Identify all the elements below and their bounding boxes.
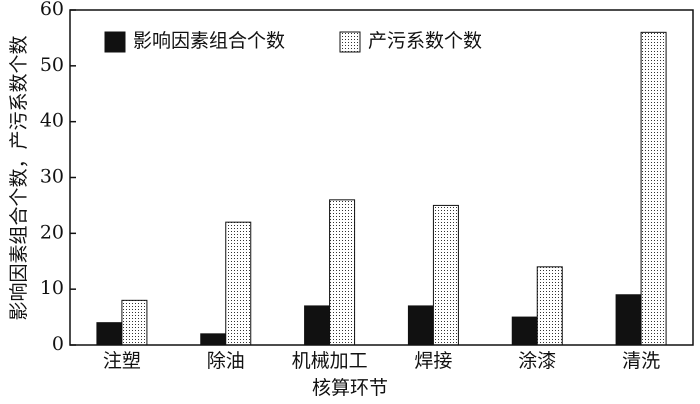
bar (615, 294, 642, 346)
x-tick-label: 清洗 (622, 350, 660, 372)
bar (121, 299, 148, 346)
bar (511, 316, 538, 346)
bar (96, 322, 123, 346)
legend-label: 影响因素组合个数 (133, 30, 285, 52)
y-tick-label: 30 (40, 166, 64, 188)
x-axis-title: 核算环节 (312, 377, 388, 399)
y-tick-label: 40 (40, 110, 64, 132)
x-tick-label: 注塑 (103, 350, 141, 372)
bar (407, 305, 434, 346)
bar (432, 204, 459, 346)
bar (640, 31, 667, 346)
legend-swatch (339, 31, 361, 53)
x-tick-label: 机械加工 (292, 350, 368, 372)
x-tick-label: 除油 (207, 350, 245, 372)
x-tick-label: 涂漆 (518, 350, 556, 372)
y-tick-label: 50 (40, 54, 64, 76)
legend-swatch (104, 31, 126, 53)
bar (329, 199, 356, 346)
bar (304, 305, 331, 346)
y-tick-label: 60 (40, 0, 64, 20)
y-tick-label: 20 (40, 221, 64, 243)
x-tick-label: 焊接 (414, 350, 452, 372)
legend-label: 产污系数个数 (368, 30, 482, 52)
y-tick-label: 0 (52, 333, 64, 355)
bar (225, 221, 252, 346)
bar (536, 266, 563, 346)
y-axis-title: 影响因素组合个数，产污系数个数 (8, 35, 30, 320)
y-tick-label: 10 (40, 277, 64, 299)
plot-frame (69, 9, 694, 346)
bar (200, 333, 227, 346)
